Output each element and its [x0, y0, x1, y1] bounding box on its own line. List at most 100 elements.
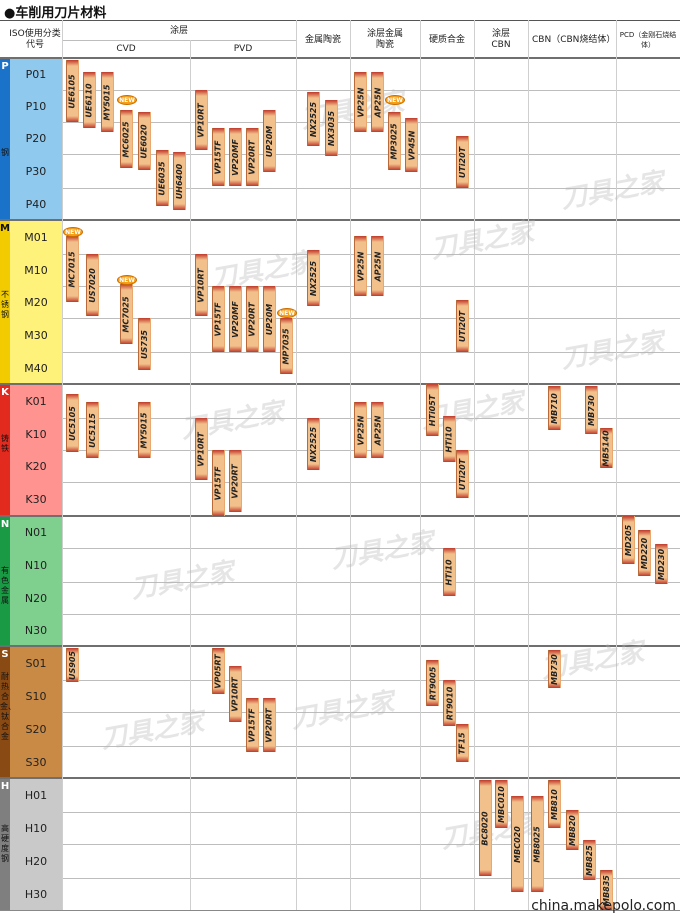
grade-bar: NX3035 — [325, 100, 338, 156]
watermark: 刀具之家 — [178, 397, 287, 445]
group-p-letter: P — [1, 61, 9, 72]
divider — [62, 318, 680, 319]
grade-bar: UE6105 — [66, 60, 79, 122]
watermark: 刀具之家 — [128, 557, 237, 605]
row-code: P01 — [25, 67, 47, 81]
row-code: S10 — [25, 689, 47, 703]
grade-bar: UP20M — [263, 286, 276, 352]
divider — [62, 878, 680, 879]
grade-bar: VP15TF — [212, 450, 225, 516]
row-code: P20 — [25, 131, 47, 145]
grade-bar: VP10RT — [229, 666, 242, 722]
watermark: 刀具之家 — [558, 167, 667, 215]
grade-bar: VP20MF — [229, 286, 242, 352]
divider — [0, 20, 680, 21]
iso-header: ISO使用分类代号 — [9, 29, 61, 50]
row-code: H10 — [24, 821, 48, 835]
divider — [62, 154, 680, 155]
divider — [62, 482, 680, 483]
grade-bar: VP20RT — [246, 286, 259, 352]
group-s-name: 耐热合金、钛合金 — [0, 672, 16, 741]
grade-bar: HTi05T — [426, 384, 439, 436]
divider — [0, 515, 680, 517]
grade-bar: TF15 — [456, 724, 469, 762]
divider — [296, 20, 297, 910]
grade-bar: UE6020 — [138, 112, 151, 170]
grade-bar: VP20RT — [246, 128, 259, 186]
pvd-header: PVD — [233, 43, 253, 54]
row-code: K01 — [25, 394, 47, 408]
row-code: M10 — [24, 263, 48, 277]
grade-bar: VP15TF — [246, 698, 259, 752]
grade-bar: MB8025 — [531, 796, 544, 892]
divider — [420, 20, 421, 910]
grade-bar: MC7025 — [120, 284, 133, 344]
divider — [0, 57, 680, 59]
divider — [62, 712, 680, 713]
grade-bar: MB5140 — [600, 428, 613, 468]
coated-cermet-header: 涂层金属陶瓷 — [366, 29, 403, 50]
grade-bar: MB730 — [548, 650, 561, 688]
row-code: S01 — [25, 656, 47, 670]
grade-bar: MBC010 — [495, 780, 508, 828]
grade-bar: HTi10 — [443, 548, 456, 596]
grade-bar: RT9005 — [426, 660, 439, 706]
divider — [0, 910, 680, 911]
row-code: P10 — [25, 99, 47, 113]
watermark: 刀具之家 — [288, 687, 397, 735]
divider — [62, 746, 680, 747]
divider — [62, 40, 296, 41]
grade-bar: UTi20T — [456, 300, 469, 352]
row-code: K20 — [25, 459, 47, 473]
grade-bar: UTi20T — [456, 136, 469, 188]
row-code: K30 — [25, 492, 47, 506]
divider — [350, 20, 351, 910]
grade-bar: US7020 — [86, 254, 99, 316]
grade-bar: UC5115 — [86, 402, 99, 458]
grade-bar: MC6025 — [120, 110, 133, 168]
grade-bar: MC7015 — [66, 236, 79, 302]
coating-header: 涂层 — [169, 25, 188, 36]
divider — [0, 645, 680, 647]
cermet-header: 金属陶瓷 — [304, 34, 341, 45]
grade-bar: BC8020 — [479, 780, 492, 876]
grade-bar: UC5105 — [66, 394, 79, 452]
cvd-header: CVD — [116, 43, 136, 54]
grade-bar: UH6400 — [173, 152, 186, 210]
group-s-letter: S — [1, 649, 9, 660]
new-badge: NEW — [385, 95, 405, 105]
divider — [62, 548, 680, 549]
cbn-header: CBN（CBN烧结体） — [532, 34, 616, 45]
divider — [62, 680, 680, 681]
coated-cbn-header: 涂层CBN — [491, 29, 511, 50]
grade-bar: US735 — [138, 318, 151, 370]
grade-bar: MB710 — [548, 386, 561, 430]
new-badge: NEW — [63, 227, 83, 237]
divider — [0, 777, 680, 779]
grade-bar: MB810 — [548, 780, 561, 828]
row-code: M40 — [24, 361, 48, 375]
row-code: M30 — [24, 328, 48, 342]
grade-bar: VP15TF — [212, 286, 225, 352]
grade-bar: VP05RT — [212, 648, 225, 694]
grade-bar: VP10RT — [195, 418, 208, 480]
grade-bar: UTi20T — [456, 450, 469, 498]
grade-bar: VP10RT — [195, 90, 208, 150]
row-code: M20 — [24, 295, 48, 309]
grade-bar: MD230 — [655, 544, 668, 584]
divider — [474, 20, 475, 910]
group-p-name: 钢 — [1, 148, 9, 157]
grade-bar: NX2525 — [307, 92, 320, 146]
grade-bar: MB835 — [600, 870, 613, 910]
grade-bar: VP10RT — [195, 254, 208, 316]
grade-bar: MP3025 — [388, 112, 401, 170]
grade-bar: AP25N — [371, 72, 384, 132]
row-code: P30 — [25, 164, 47, 178]
grade-bar: MD205 — [622, 516, 635, 564]
group-m-letter: M — [0, 223, 10, 234]
group-h-name: 高硬度钢 — [1, 824, 9, 863]
row-code: H01 — [24, 788, 48, 802]
new-badge: NEW — [277, 308, 297, 318]
group-h-letter: H — [0, 781, 10, 792]
grade-bar: VP20MF — [229, 128, 242, 186]
